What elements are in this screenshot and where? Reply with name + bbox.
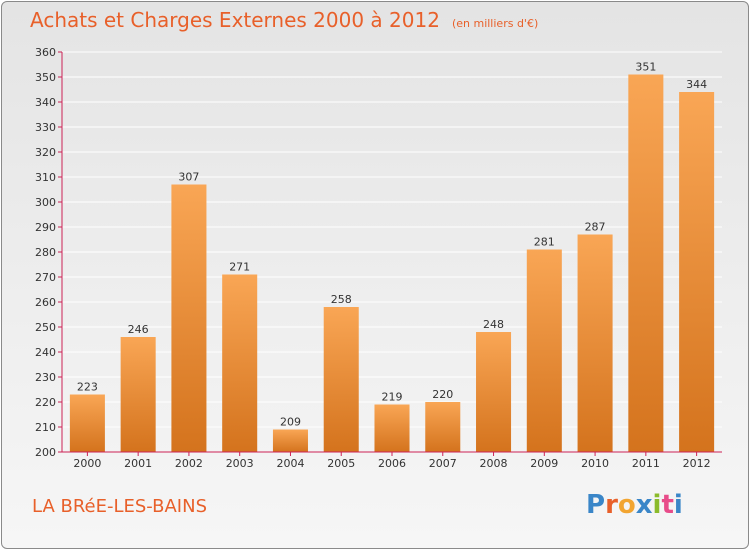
bar [476, 332, 512, 452]
chart-title-text: Achats et Charges Externes 2000 à 2012 [30, 8, 440, 32]
bar-value-label: 246 [128, 323, 149, 336]
logo-letter: r [605, 490, 618, 520]
bar-value-label: 307 [178, 171, 199, 184]
bar [526, 249, 562, 452]
y-tick-label: 330 [35, 121, 56, 134]
bar [120, 337, 156, 452]
y-tick-label: 270 [35, 271, 56, 284]
proxiti-logo: Proxiti [586, 490, 683, 520]
y-tick-label: 260 [35, 296, 56, 309]
bar-value-label: 351 [635, 61, 656, 74]
unit-note: (en milliers d'€) [451, 17, 539, 30]
y-tick-label: 290 [35, 221, 56, 234]
logo-letter: i [652, 490, 662, 520]
x-tick-label: 2001 [124, 457, 152, 470]
x-tick-label: 2000 [73, 457, 101, 470]
logo-letter: x [635, 490, 653, 520]
bar-value-label: 344 [686, 78, 707, 91]
x-tick-label: 2007 [429, 457, 457, 470]
y-tick-label: 360 [35, 46, 56, 59]
x-tick-label: 2008 [480, 457, 508, 470]
bar-value-label: 209 [280, 416, 301, 429]
x-tick-label: 2005 [327, 457, 355, 470]
x-tick-label: 2003 [226, 457, 254, 470]
bar-value-label: 220 [432, 388, 453, 401]
bar-value-label: 271 [229, 261, 250, 274]
labels: 200 210 220 230 240 250 260 270 280 290 300 310 320 3… [35, 46, 711, 470]
logo-letter: t [661, 490, 674, 520]
bar [374, 404, 410, 452]
bar-value-label: 258 [331, 293, 352, 306]
bar [222, 274, 258, 452]
x-tick-label: 2009 [530, 457, 558, 470]
x-tick-label: 2002 [175, 457, 203, 470]
y-tick-label: 200 [35, 446, 56, 459]
y-tick-label: 300 [35, 196, 56, 209]
y-tick-label: 220 [35, 396, 56, 409]
y-tick-label: 240 [35, 346, 56, 359]
chart-title: Achats et Charges Externes 2000 à 2012 (e… [30, 8, 538, 32]
y-tick-label: 350 [35, 71, 56, 84]
y-tick-label: 310 [35, 171, 56, 184]
logo-letter: P [586, 490, 606, 520]
bar [323, 307, 359, 452]
logo-letter: o [617, 490, 636, 520]
bar [272, 429, 308, 452]
bar-value-label: 223 [77, 381, 98, 394]
bar [69, 394, 105, 452]
bar [628, 74, 664, 452]
x-tick-label: 2006 [378, 457, 406, 470]
bar [577, 234, 613, 452]
bar-value-label: 287 [585, 221, 606, 234]
y-tick-label: 250 [35, 321, 56, 334]
y-tick-label: 280 [35, 246, 56, 259]
commune-name: LA BRéE-LES-BAINS [32, 496, 208, 517]
x-tick-label: 2010 [581, 457, 609, 470]
bar-value-label: 219 [382, 391, 403, 404]
x-tick-label: 2004 [276, 457, 304, 470]
bars [69, 74, 715, 452]
y-tick-label: 340 [35, 96, 56, 109]
bar-value-label: 281 [534, 236, 555, 249]
axes [58, 51, 722, 456]
logo-letter: i [673, 490, 683, 520]
bar [425, 402, 461, 452]
bar [171, 184, 207, 452]
y-tick-label: 230 [35, 371, 56, 384]
bar-value-label: 248 [483, 318, 504, 331]
x-tick-label: 2011 [632, 457, 660, 470]
x-tick-label: 2012 [683, 457, 711, 470]
y-tick-label: 210 [35, 421, 56, 434]
bar [679, 92, 715, 452]
y-tick-label: 320 [35, 146, 56, 159]
